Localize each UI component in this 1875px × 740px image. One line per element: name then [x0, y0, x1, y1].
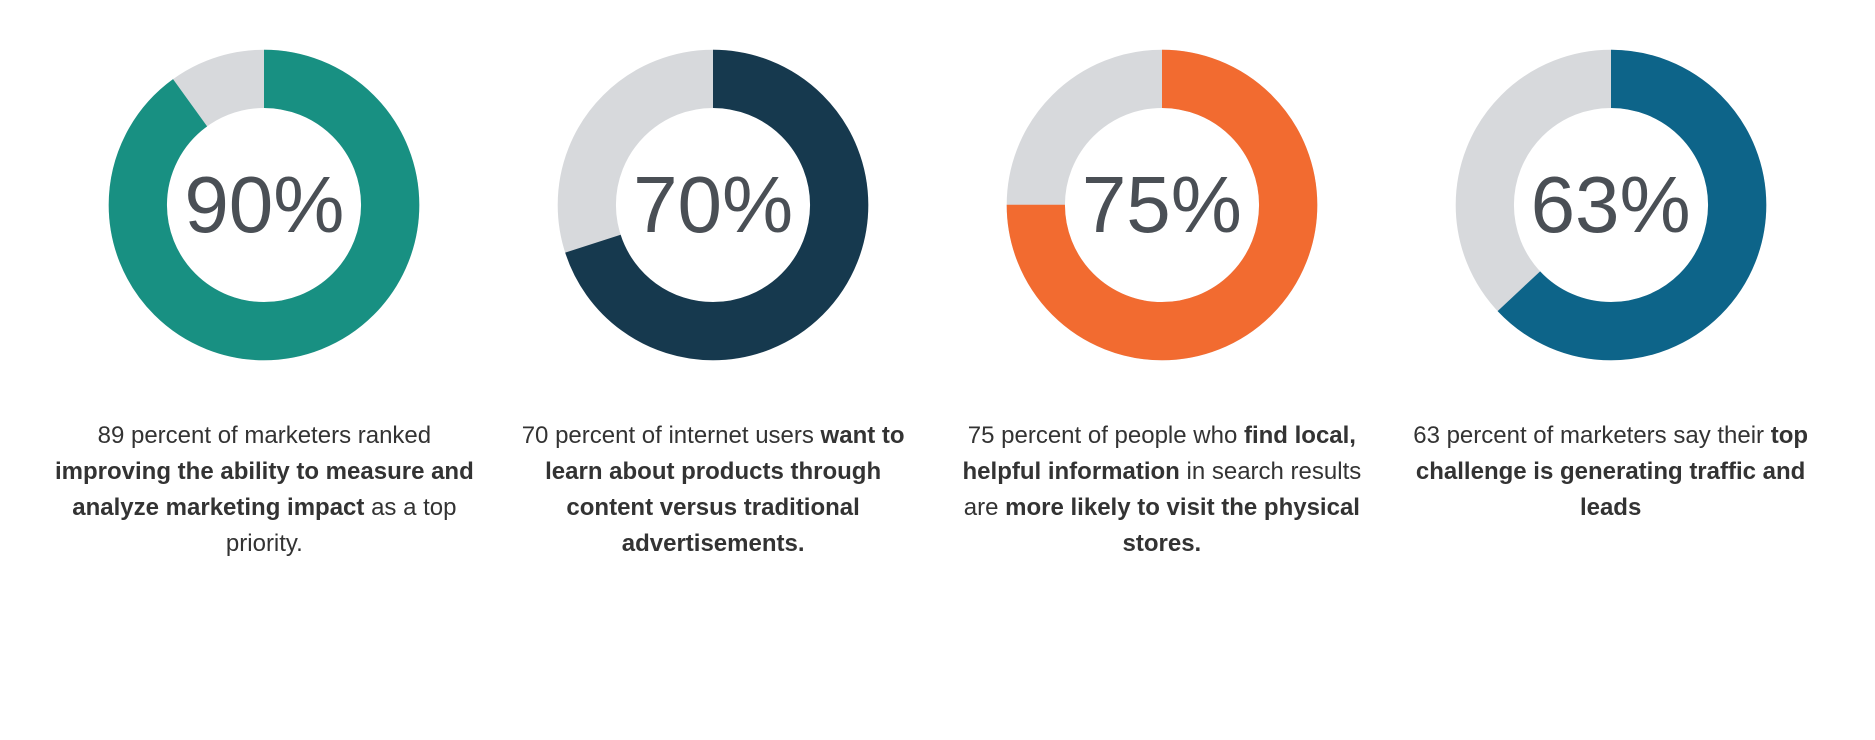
- donut-traffic: 63%: [1446, 40, 1776, 370]
- caption-traffic: 63 percent of marketers say their top ch…: [1401, 418, 1821, 526]
- donut-content: 70%: [548, 40, 878, 370]
- caption-text: 89 percent of marketers ranked: [98, 422, 432, 449]
- caption-text: 63 percent of marketers say their: [1413, 422, 1771, 449]
- donut-arc: [138, 79, 390, 331]
- stat-traffic: 63% 63 percent of marketers say their top…: [1401, 40, 1821, 526]
- caption-content: 70 percent of internet users want to lea…: [503, 418, 923, 562]
- stat-local: 75% 75 percent of people who find local, …: [952, 40, 1372, 562]
- caption-local: 75 percent of people who find local, hel…: [952, 418, 1372, 562]
- stats-row: 90% 89 percent of marketers ranked improv…: [0, 0, 1875, 740]
- caption-text: 70 percent of internet users: [522, 422, 821, 449]
- caption-measure: 89 percent of marketers ranked improving…: [54, 418, 474, 562]
- stat-measure: 90% 89 percent of marketers ranked improv…: [54, 40, 474, 562]
- caption-bold: more likely to visit the physical stores…: [1005, 494, 1360, 557]
- donut-local: 75%: [997, 40, 1327, 370]
- donut-measure: 90%: [99, 40, 429, 370]
- caption-text: 75 percent of people who: [968, 422, 1244, 449]
- stat-content: 70% 70 percent of internet users want to …: [503, 40, 923, 562]
